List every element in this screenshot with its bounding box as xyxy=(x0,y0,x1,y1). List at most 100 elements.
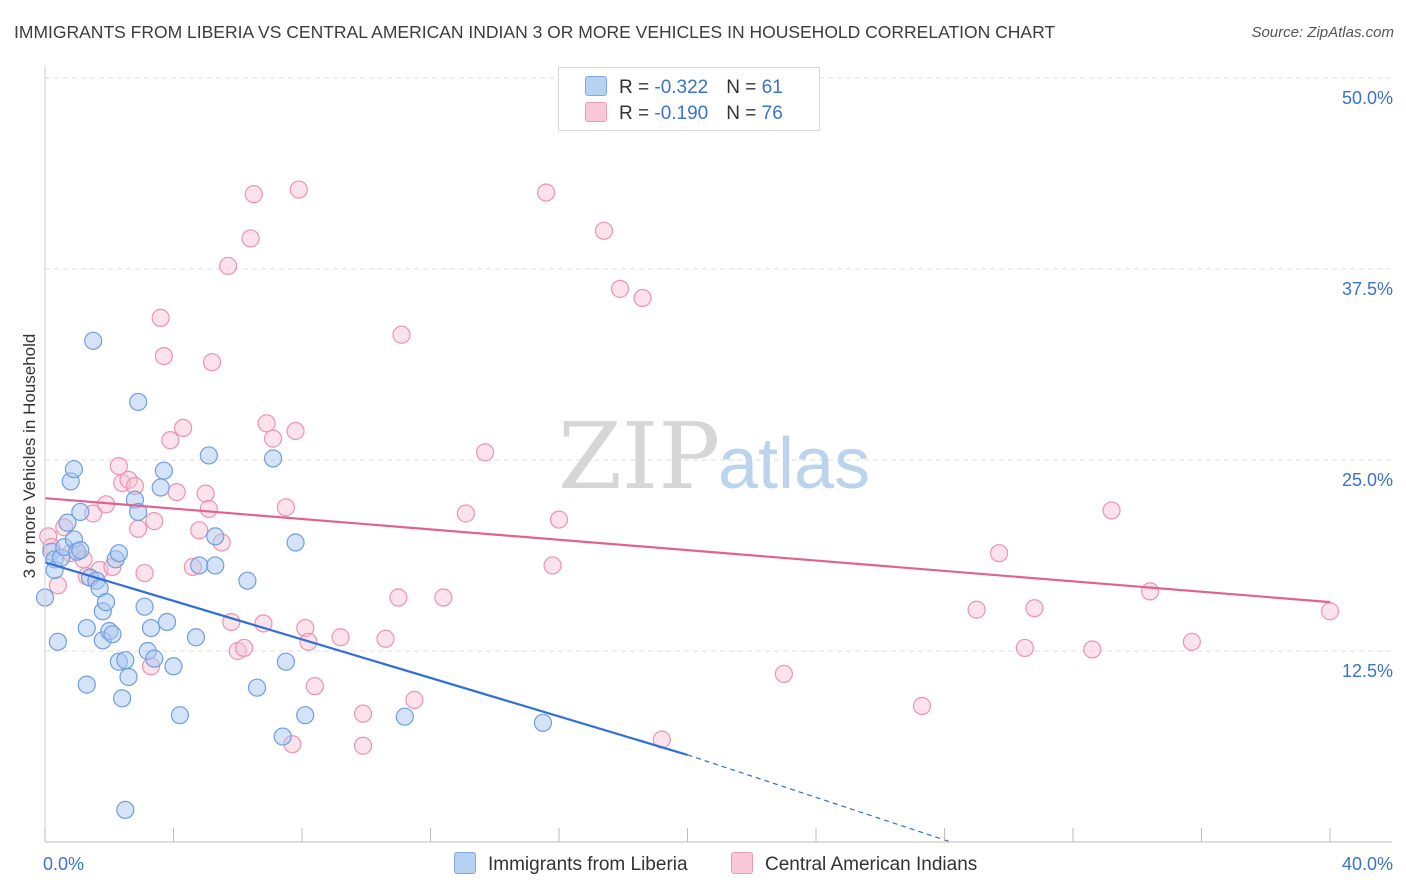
data-point-central-american-indians xyxy=(135,563,154,583)
legend-row-central-american-indians: R = -0.190 N = 76 xyxy=(585,102,783,126)
data-point-immigrants-from-liberia xyxy=(190,556,209,575)
data-point-central-american-indians xyxy=(174,418,193,438)
data-point-central-american-indians xyxy=(376,629,395,648)
data-point-immigrants-from-liberia xyxy=(96,593,116,612)
data-point-immigrants-from-liberia xyxy=(238,571,257,590)
data-point-immigrants-from-liberia xyxy=(116,651,135,670)
watermark-atlas: atlas xyxy=(718,424,870,504)
data-point-immigrants-from-liberia xyxy=(109,544,128,563)
data-point-immigrants-from-liberia xyxy=(164,657,183,676)
data-point-immigrants-from-liberia xyxy=(186,628,206,647)
data-point-central-american-indians xyxy=(331,628,350,647)
data-point-central-american-indians xyxy=(167,482,186,502)
bottom-legend-label-liberia: Immigrants from Liberia xyxy=(488,854,688,875)
legend-n-value: 76 xyxy=(761,103,783,124)
data-point-central-american-indians xyxy=(912,696,932,716)
data-point-immigrants-from-liberia xyxy=(395,707,414,726)
y-axis-title: 3 or more Vehicles in Household xyxy=(20,333,39,579)
data-point-immigrants-from-liberia xyxy=(273,727,292,746)
data-point-central-american-indians xyxy=(633,288,652,308)
data-point-immigrants-from-liberia xyxy=(247,678,267,697)
data-point-central-american-indians xyxy=(1083,640,1102,659)
data-point-central-american-indians xyxy=(151,308,170,327)
data-point-central-american-indians xyxy=(48,576,67,595)
data-point-central-american-indians xyxy=(1025,599,1044,618)
data-point-central-american-indians xyxy=(161,431,180,450)
bottom-legend-label-central-american-indians: Central American Indians xyxy=(765,854,978,875)
trend-line-extension-immigrants-from-liberia xyxy=(687,754,952,843)
axis-layer: 12.5% 25.0% 37.5% 50.0% 0.0% 40.0% xyxy=(43,66,1393,874)
data-point-central-american-indians xyxy=(1102,501,1121,520)
trend-line-immigrants-from-liberia xyxy=(44,561,688,756)
data-point-central-american-indians xyxy=(263,429,283,448)
data-point-central-american-indians xyxy=(353,736,373,755)
data-point-central-american-indians xyxy=(296,618,315,638)
data-point-immigrants-from-liberia xyxy=(119,667,138,687)
data-point-central-american-indians xyxy=(1320,602,1340,621)
data-point-central-american-indians xyxy=(389,588,408,607)
data-point-immigrants-from-liberia xyxy=(276,652,296,671)
data-point-immigrants-from-liberia xyxy=(129,502,148,522)
legend-r-value: -0.322 xyxy=(654,77,709,98)
data-point-central-american-indians xyxy=(1140,582,1160,601)
data-point-immigrants-from-liberia xyxy=(103,625,122,644)
data-point-central-american-indians xyxy=(990,544,1009,563)
trend-line-central-american-indians xyxy=(44,497,1331,604)
data-point-immigrants-from-liberia xyxy=(263,449,283,468)
data-point-immigrants-from-liberia xyxy=(84,331,103,350)
data-point-central-american-indians xyxy=(1015,638,1034,658)
grid-layer xyxy=(45,77,1392,652)
data-point-immigrants-from-liberia xyxy=(71,502,90,522)
data-point-immigrants-from-liberia xyxy=(48,632,67,651)
data-point-immigrants-from-liberia xyxy=(77,675,96,694)
data-point-central-american-indians xyxy=(235,638,254,658)
data-point-central-american-indians xyxy=(537,183,556,202)
data-point-central-american-indians xyxy=(286,421,305,441)
y-tick-label: 25.0% xyxy=(1342,470,1393,490)
data-point-immigrants-from-liberia xyxy=(533,713,553,732)
watermark-zip: ZIP xyxy=(558,403,720,510)
data-point-immigrants-from-liberia xyxy=(154,461,173,480)
legend-row-liberia: R = -0.322 N = 61 xyxy=(585,76,783,100)
data-point-central-american-indians xyxy=(353,704,373,723)
y-tick-label: 50.0% xyxy=(1342,88,1393,108)
legend-r-label: R = xyxy=(619,77,655,98)
data-point-central-american-indians xyxy=(241,229,260,248)
data-point-central-american-indians xyxy=(196,484,215,503)
data-point-central-american-indians xyxy=(549,510,569,529)
data-point-immigrants-from-liberia xyxy=(296,706,315,725)
data-point-central-american-indians xyxy=(145,512,164,531)
data-point-central-american-indians xyxy=(276,498,296,517)
data-point-central-american-indians xyxy=(254,614,273,633)
data-point-immigrants-from-liberia xyxy=(206,556,225,575)
data-point-central-american-indians xyxy=(257,414,276,433)
data-point-central-american-indians xyxy=(1182,632,1201,651)
data-point-central-american-indians xyxy=(774,664,793,684)
legend-r-value: -0.190 xyxy=(654,103,709,124)
data-point-immigrants-from-liberia xyxy=(58,513,77,532)
data-point-central-american-indians xyxy=(456,504,475,523)
data-point-immigrants-from-liberia xyxy=(135,597,154,616)
data-point-central-american-indians xyxy=(967,600,986,619)
data-point-central-american-indians xyxy=(154,346,173,366)
data-point-immigrants-from-liberia xyxy=(71,541,90,560)
data-point-central-american-indians xyxy=(199,499,218,518)
legend-swatch-pink xyxy=(585,102,607,122)
correlation-legend: R = -0.322 N = 61 R = -0.190 N = 76 xyxy=(558,67,820,131)
legend-swatch-blue xyxy=(585,76,607,96)
data-point-central-american-indians xyxy=(476,443,495,462)
watermark: ZIP atlas xyxy=(558,403,870,510)
bottom-legend-central-american-indians: Central American Indians xyxy=(731,852,977,876)
data-point-immigrants-from-liberia xyxy=(157,612,177,632)
x-tick-label-max: 40.0% xyxy=(1342,854,1393,874)
data-point-central-american-indians xyxy=(392,325,411,344)
data-point-immigrants-from-liberia xyxy=(77,618,96,638)
data-point-central-american-indians xyxy=(434,588,453,607)
data-point-central-american-indians xyxy=(543,556,562,575)
data-point-immigrants-from-liberia xyxy=(199,446,218,465)
data-point-central-american-indians xyxy=(610,279,630,298)
y-tick-label: 37.5% xyxy=(1342,279,1393,299)
data-point-central-american-indians xyxy=(594,221,614,240)
data-point-central-american-indians xyxy=(244,185,263,204)
